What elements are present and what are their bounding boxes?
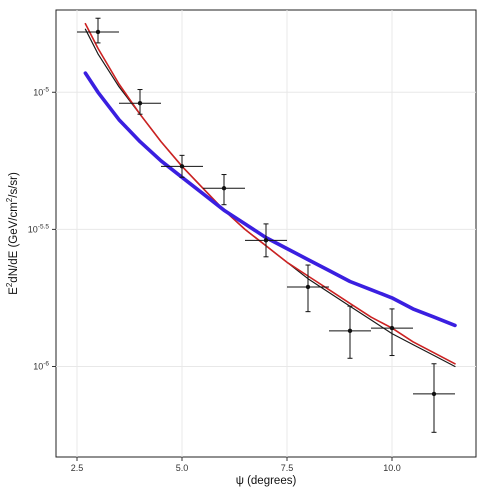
data-marker xyxy=(263,238,269,243)
data-marker xyxy=(179,164,185,169)
y-tick-label: 10-5 xyxy=(33,86,49,97)
data-point-7 xyxy=(329,305,371,359)
data-point-4 xyxy=(203,174,245,206)
data-marker xyxy=(137,101,143,106)
data-point-9 xyxy=(413,363,455,433)
data-marker xyxy=(389,325,395,331)
data-point-2 xyxy=(119,89,161,115)
data-points xyxy=(77,17,455,433)
data-marker xyxy=(95,29,101,35)
x-tick-label: 10.0 xyxy=(383,463,401,473)
data-point-8 xyxy=(371,308,413,357)
x-axis-label: ψ (degrees) xyxy=(236,475,297,487)
y-axis-label: E2dN/dE (GeV/cm2/s/sr) xyxy=(5,172,20,295)
y-axis-ticks: 10-5 10-5.5 10-6 xyxy=(28,86,56,372)
x-tick-label: 5.0 xyxy=(176,463,189,473)
data-point-5 xyxy=(245,223,287,258)
x-tick-label: 7.5 xyxy=(281,463,294,473)
y-tick-label: 10-5.5 xyxy=(28,223,50,234)
data-marker xyxy=(305,284,311,290)
data-point-1 xyxy=(77,17,119,44)
data-point-6 xyxy=(287,264,329,313)
data-marker xyxy=(347,328,353,334)
data-marker xyxy=(221,186,227,191)
y-tick-label: 10-6 xyxy=(33,361,49,372)
data-point-3 xyxy=(161,154,203,178)
data-marker xyxy=(431,391,437,397)
x-tick-label: 2.5 xyxy=(71,463,84,473)
x-axis-ticks: 2.5 5.0 7.5 10.0 xyxy=(71,457,401,473)
